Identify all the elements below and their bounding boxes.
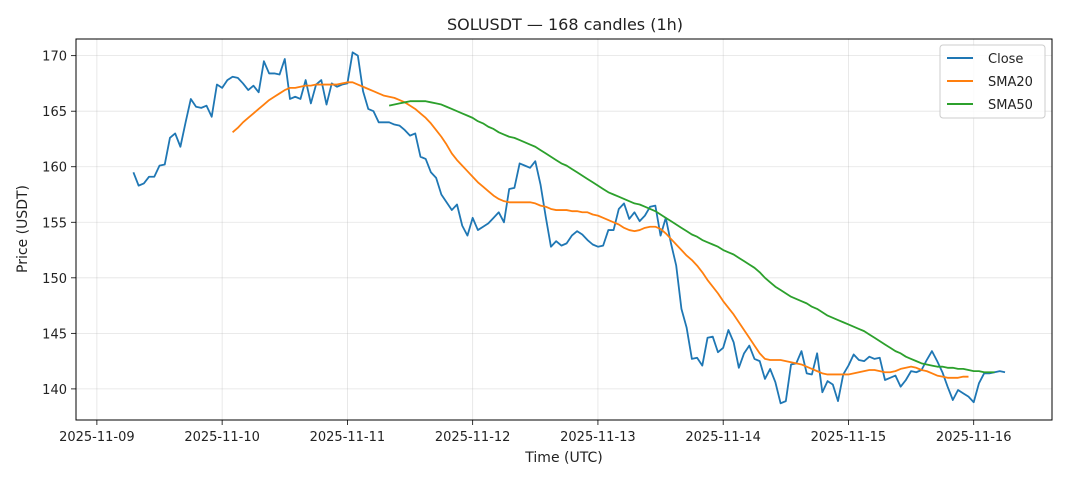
y-tick-label: 165	[42, 105, 67, 120]
legend: Close SMA20 SMA50	[939, 44, 1046, 119]
y-axis-label: Price (USDT)	[15, 185, 31, 273]
y-tick-label: 170	[42, 50, 67, 65]
y-axis: 140 145 150 155 160 165 170	[42, 50, 76, 398]
legend-box	[939, 44, 1046, 119]
legend-label: Close	[988, 52, 1023, 67]
x-tick-label: 2025-11-15	[811, 430, 887, 445]
x-axis-label: Time (UTC)	[524, 450, 602, 466]
x-tick-label: 2025-11-16	[936, 430, 1012, 445]
series-line-sma50	[388, 100, 995, 374]
series-layer	[132, 51, 1006, 405]
x-tick-label: 2025-11-09	[59, 430, 135, 445]
x-tick-label: 2025-11-12	[435, 430, 511, 445]
y-tick-label: 140	[42, 383, 67, 398]
series-line-close	[132, 51, 1006, 405]
x-axis: 2025-11-09 2025-11-10 2025-11-11 2025-11-12…	[59, 420, 1011, 445]
y-tick-label: 150	[42, 272, 67, 287]
x-tick-label: 2025-11-14	[685, 430, 761, 445]
legend-label: SMA20	[988, 75, 1033, 90]
y-tick-label: 160	[42, 161, 67, 176]
x-tick-label: 2025-11-10	[184, 430, 260, 445]
x-tick-label: 2025-11-11	[310, 430, 386, 445]
chart-title: SOLUSDT — 168 candles (1h)	[447, 15, 683, 34]
x-tick-label: 2025-11-13	[560, 430, 636, 445]
y-tick-label: 155	[42, 216, 67, 231]
legend-label: SMA50	[988, 98, 1033, 113]
series-line-sma20	[231, 81, 969, 379]
y-tick-label: 145	[42, 327, 67, 342]
plot-frame	[75, 38, 1053, 421]
grid	[76, 39, 1052, 420]
